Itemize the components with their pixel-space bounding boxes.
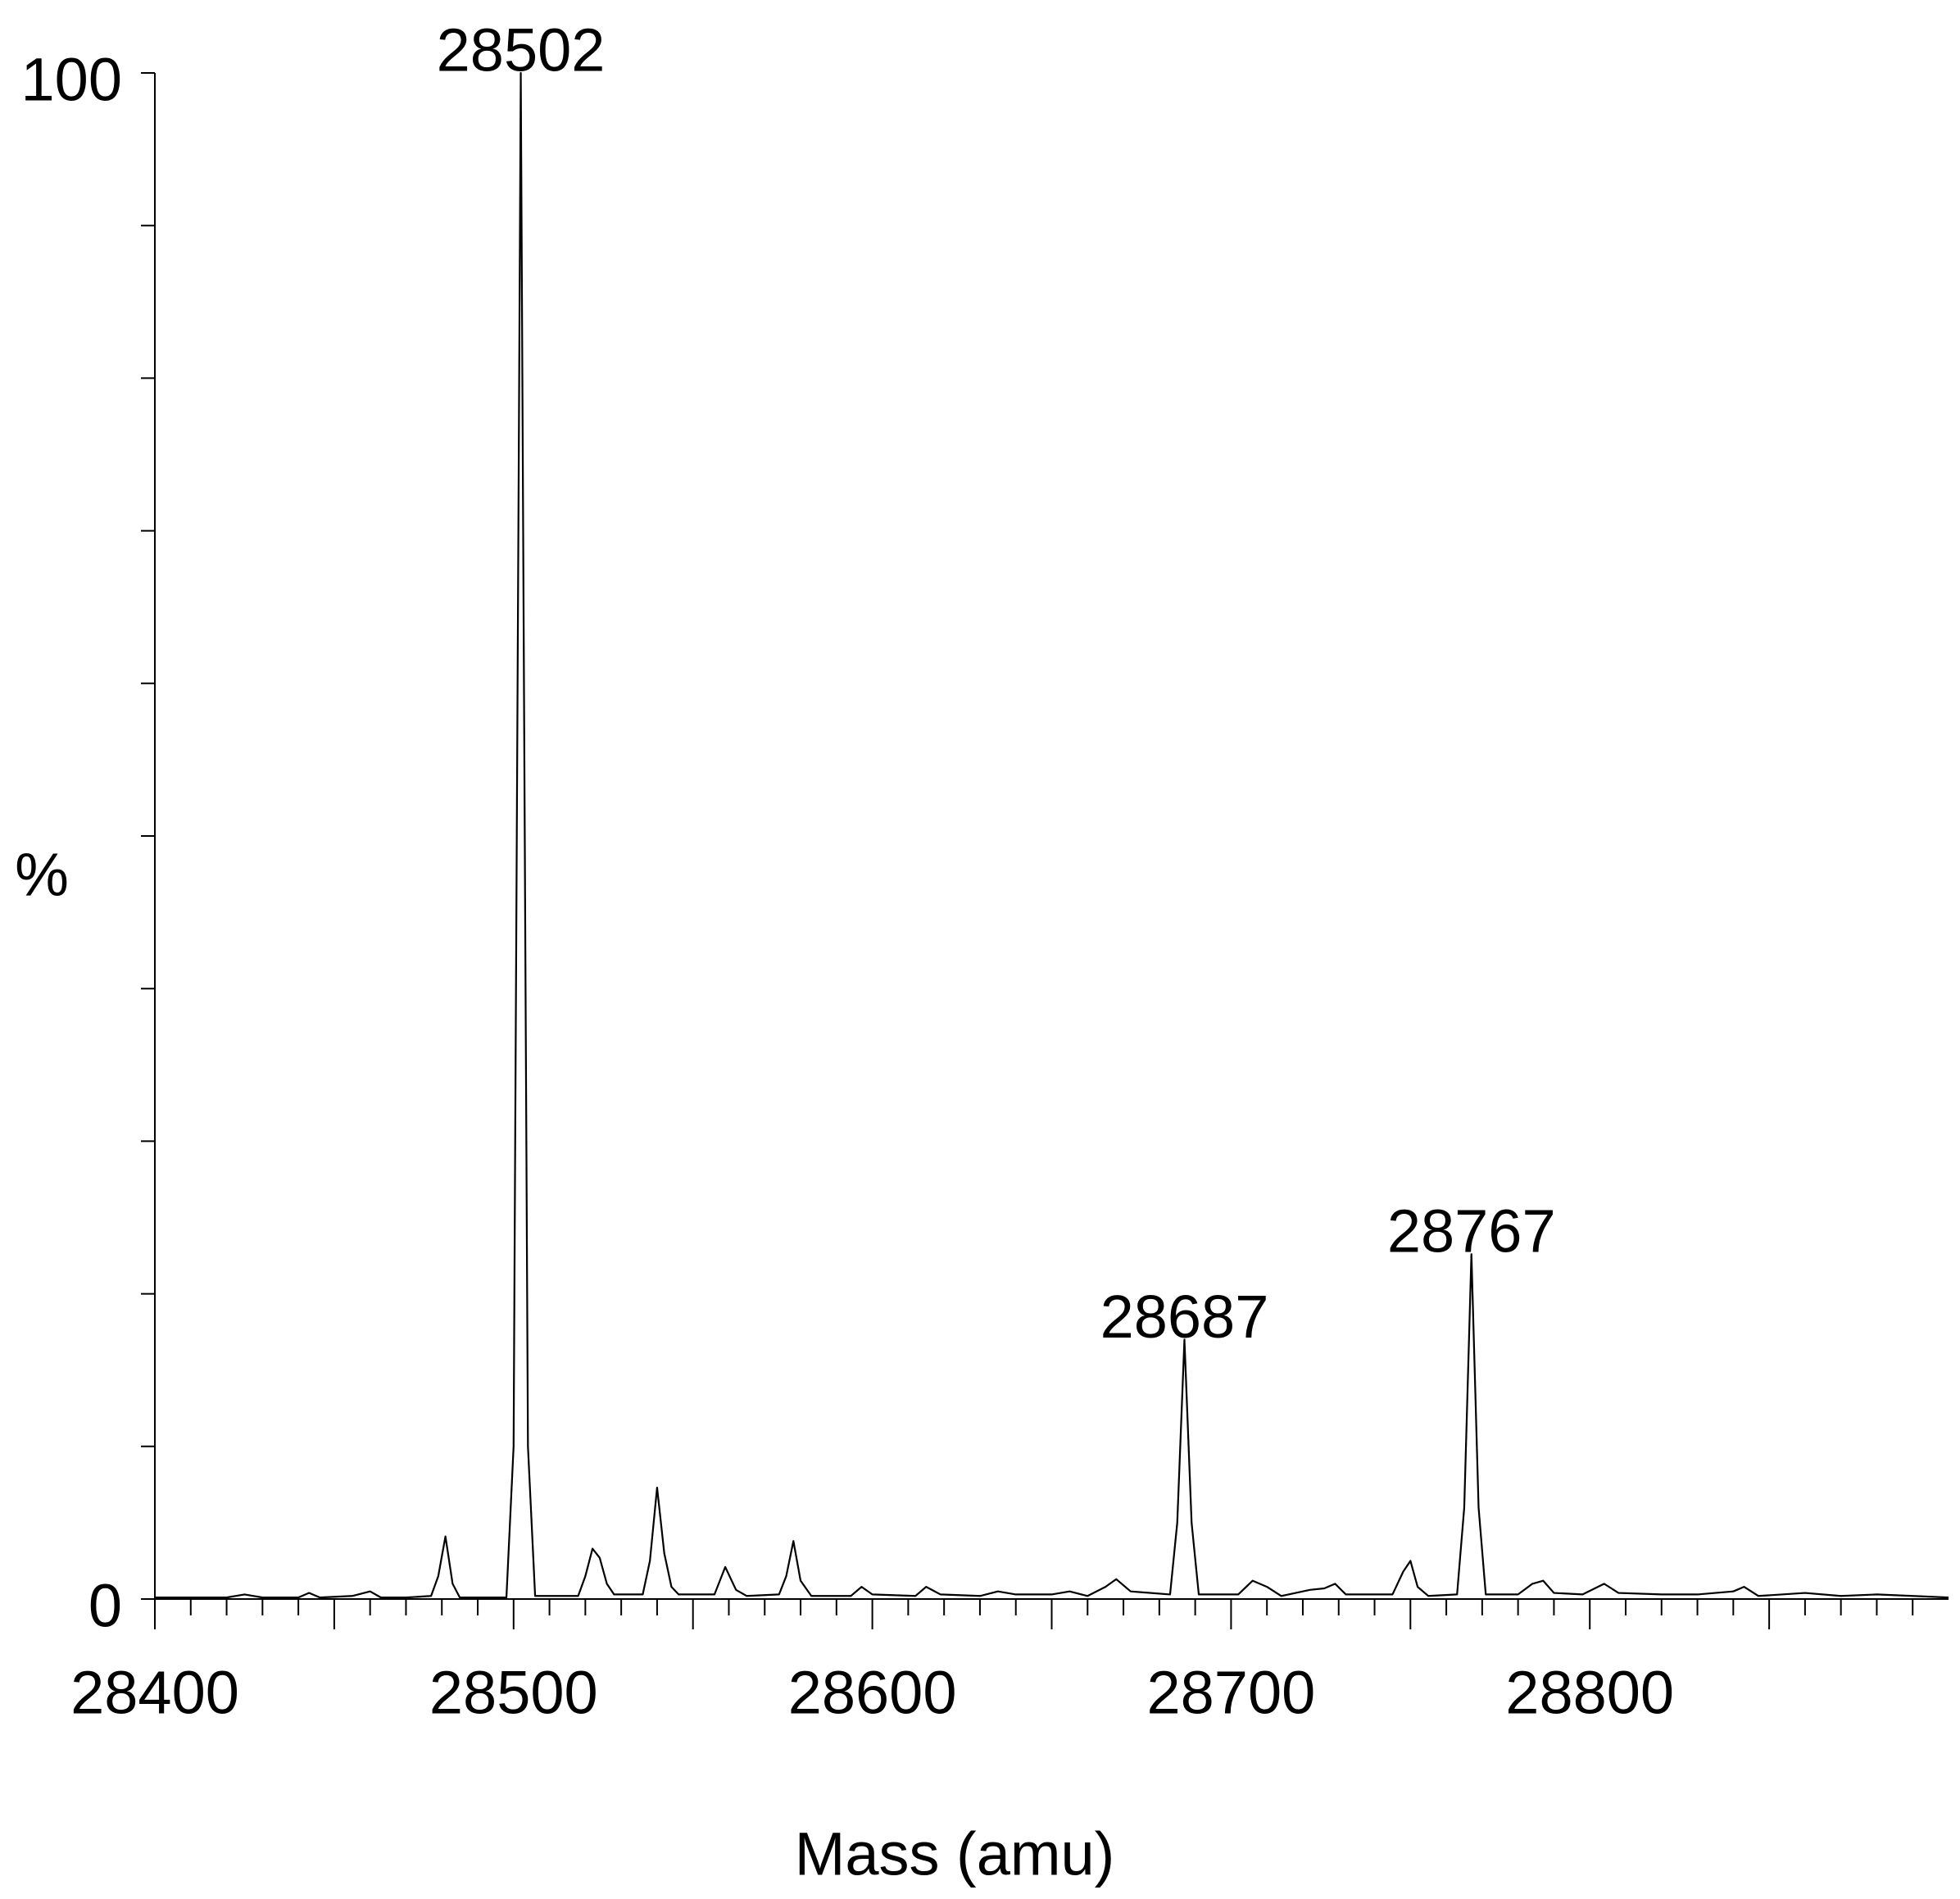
- y-tick-label: 100: [21, 46, 122, 114]
- x-axis-label: Mass (amu): [795, 1820, 1115, 1888]
- x-tick-label: 28700: [1147, 1659, 1316, 1727]
- x-tick-label: 28600: [788, 1659, 957, 1727]
- y-axis-label: %: [15, 841, 69, 909]
- peak-label: 28502: [437, 16, 606, 84]
- x-tick-label: 28400: [70, 1659, 239, 1727]
- x-tick-label: 28800: [1505, 1659, 1674, 1727]
- peak-label: 28767: [1387, 1197, 1556, 1265]
- y-tick-label: 0: [88, 1572, 122, 1640]
- peak-label: 28687: [1100, 1283, 1269, 1351]
- spectrum-line: [155, 71, 1949, 1599]
- x-tick-label: 28500: [429, 1659, 598, 1727]
